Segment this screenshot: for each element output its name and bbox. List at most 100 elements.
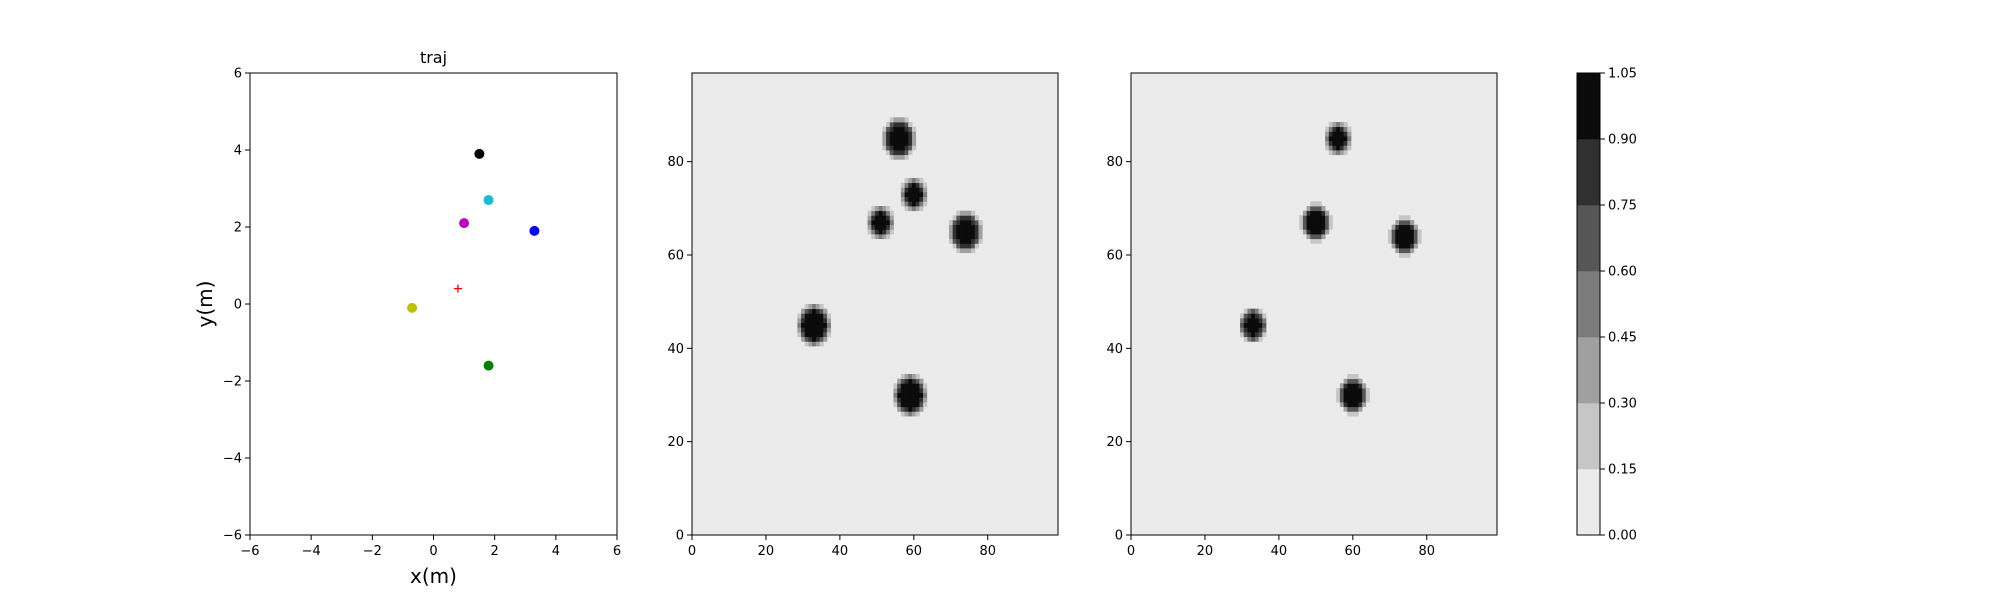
heatmap-cell xyxy=(889,215,894,221)
x-tick-label: 20 xyxy=(1197,544,1214,559)
heatmap-cell xyxy=(1258,313,1263,319)
heatmap-cell xyxy=(797,322,802,328)
heatmap-cell xyxy=(1251,327,1256,333)
heatmap-cell xyxy=(871,220,876,226)
heatmap-cell xyxy=(900,397,905,403)
x-tick-label: 40 xyxy=(832,544,849,559)
heatmap-cell xyxy=(971,234,976,240)
heatmap-cell xyxy=(1321,215,1326,221)
heatmap-cell xyxy=(967,229,972,235)
heatmap-cell xyxy=(1306,220,1311,226)
heatmap-cell xyxy=(889,229,894,235)
heatmap-cell xyxy=(893,402,898,408)
heatmap-cell xyxy=(1328,131,1333,137)
heatmap-cell xyxy=(1347,374,1352,380)
heatmap-cell xyxy=(904,383,909,389)
x-axis-label: x(m) xyxy=(410,564,457,588)
heatmap-cell xyxy=(886,145,891,151)
heatmap-cell xyxy=(960,248,965,254)
heatmap-cell xyxy=(971,224,976,230)
heatmap-cell xyxy=(904,182,909,188)
heatmap-cell xyxy=(897,392,902,398)
heatmap-cell xyxy=(1317,210,1322,216)
heatmap-cell xyxy=(900,117,905,123)
heatmap-cell xyxy=(915,192,920,198)
heatmap-cell xyxy=(1306,215,1311,221)
heatmap-cell xyxy=(1314,220,1319,226)
heatmap-cell xyxy=(967,220,972,226)
heatmap-cell xyxy=(919,397,924,403)
heatmap-cell xyxy=(897,131,902,137)
y-tick-label: 4 xyxy=(234,144,242,159)
heatmap-cell xyxy=(1251,318,1256,324)
heatmap-cell xyxy=(1321,224,1326,230)
heatmap-cell xyxy=(1347,131,1352,137)
heatmap-cell xyxy=(1391,224,1396,230)
heatmap-cell xyxy=(1302,210,1308,216)
heatmap-cell xyxy=(904,192,909,198)
colorbar-tick-label: 1.05 xyxy=(1608,67,1637,82)
heatmap-cell xyxy=(882,229,887,235)
heatmap-cell xyxy=(801,308,806,314)
heatmap-cell xyxy=(978,238,983,244)
x-tick-label: −4 xyxy=(302,544,321,559)
y-tick-label: 60 xyxy=(667,249,684,264)
heatmap-cell xyxy=(904,388,909,394)
heatmap-cell xyxy=(911,187,917,193)
heatmap-cell xyxy=(1240,327,1245,333)
heatmap-cell xyxy=(919,201,924,207)
heatmap-cell xyxy=(804,308,809,314)
heatmap-cell xyxy=(1347,402,1352,408)
heatmap-cell xyxy=(897,136,902,142)
heatmap-cell xyxy=(908,145,913,151)
heatmap-cell xyxy=(871,206,876,212)
heatmap-cell xyxy=(1321,234,1326,240)
heatmap-cell xyxy=(1299,224,1304,230)
heatmap-cell xyxy=(919,178,924,184)
heatmap-cell xyxy=(963,210,968,216)
heatmap-cell xyxy=(963,238,968,244)
x-tick-label: 0 xyxy=(429,544,437,559)
heatmap-cell xyxy=(893,117,898,123)
heatmap-cell xyxy=(1343,402,1348,408)
y-tick-label: 60 xyxy=(1106,249,1123,264)
heatmap-cell xyxy=(952,238,957,244)
heatmap-cell xyxy=(808,341,813,347)
x-axis-ticks: −6 −4 −2 0 2 4 6 xyxy=(240,535,621,559)
heatmap-cell xyxy=(908,178,913,184)
heatmap-cell xyxy=(952,234,957,240)
y-tick-label: 0 xyxy=(234,298,242,313)
heatmap-cell xyxy=(1339,397,1344,403)
heatmap-cell xyxy=(897,154,902,160)
heatmap-cell xyxy=(904,145,909,151)
heatmap-cell xyxy=(967,224,972,230)
heatmap-cell xyxy=(952,220,957,226)
heatmap-cell xyxy=(1358,406,1363,412)
heatmap-cell xyxy=(1413,234,1418,240)
heatmap-cell xyxy=(1336,136,1341,142)
heatmap-cell xyxy=(893,126,898,132)
heatmap-cell xyxy=(1302,229,1308,235)
heatmap-cell xyxy=(867,224,872,230)
heatmap-cell xyxy=(878,234,883,240)
heatmap-cells xyxy=(692,73,1058,535)
heatmap-cell xyxy=(1399,243,1404,249)
heatmap-cell xyxy=(1406,238,1411,244)
heatmap-cell xyxy=(904,187,909,193)
heatmap-cell xyxy=(804,318,809,324)
heatmap-cell xyxy=(882,140,887,146)
heatmap-cell xyxy=(1343,378,1348,384)
heatmap-cell xyxy=(1347,140,1352,146)
y-tick-label: −2 xyxy=(223,375,242,390)
heatmap-cell xyxy=(826,327,832,333)
heatmap-cell xyxy=(923,383,928,389)
heatmap-cell xyxy=(882,206,887,212)
heatmap-cell xyxy=(956,243,961,249)
heatmap-cell xyxy=(797,332,802,338)
heatmap-cell xyxy=(1251,313,1256,319)
heatmap-cell xyxy=(819,332,824,338)
heatmap-cell xyxy=(911,402,917,408)
colorbar-band xyxy=(1577,403,1600,470)
heatmap-cell xyxy=(819,313,824,319)
heatmap-cell xyxy=(1314,201,1319,207)
